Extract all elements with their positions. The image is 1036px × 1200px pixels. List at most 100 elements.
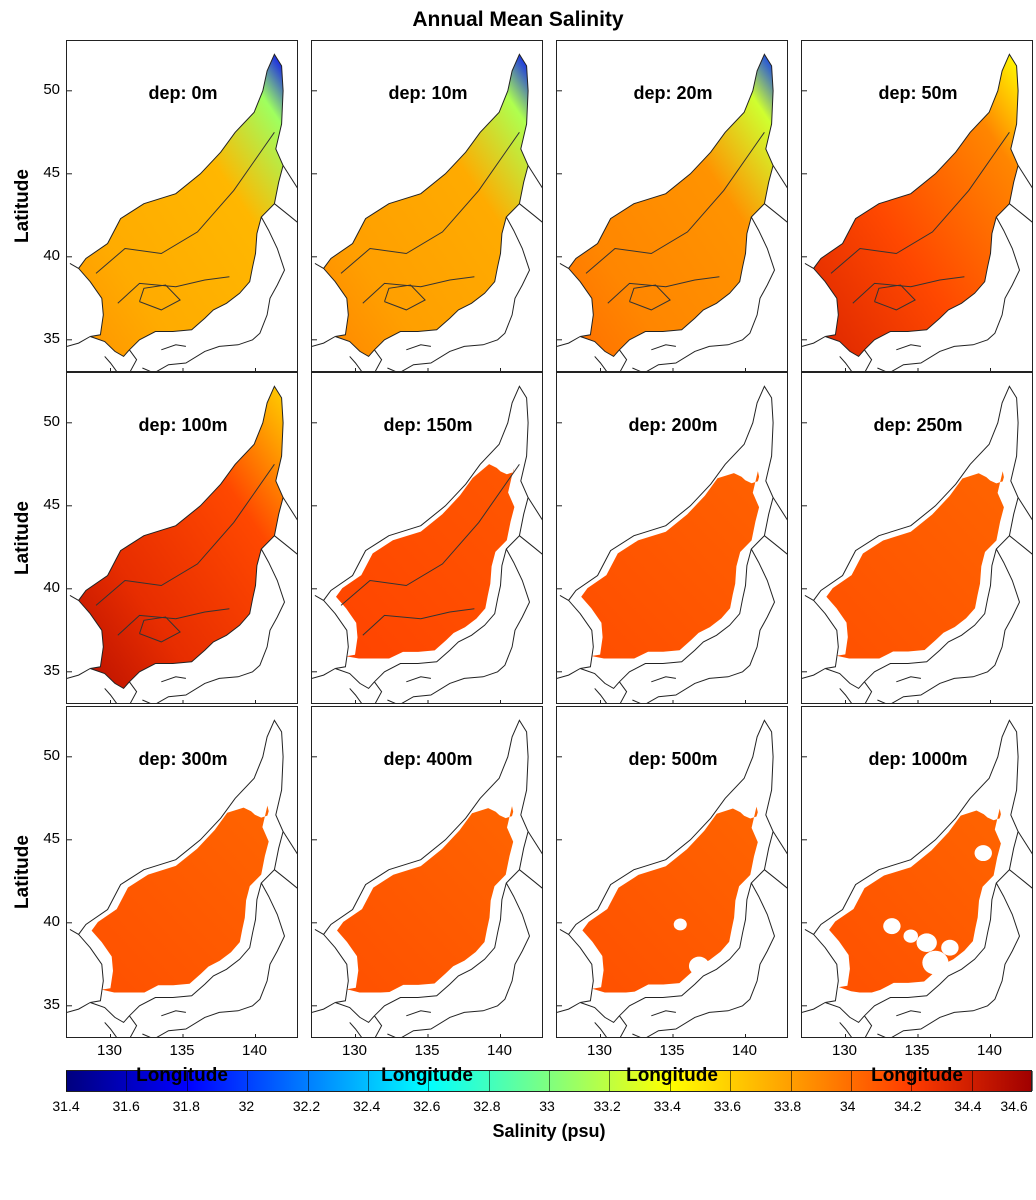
map-panel: dep: 300m [66,706,298,1038]
map-panel: dep: 1000m [801,706,1033,1038]
y-tick-label: 35 [43,995,60,1013]
coastline [312,668,336,679]
coastline [804,262,814,269]
contour-line [95,464,275,606]
coastline [282,165,297,189]
contour-line [340,464,520,606]
map-panel: dep: 400m [311,706,543,1038]
coastline [772,831,787,855]
x-tick-label: 130 [586,1042,613,1059]
contour-line [117,608,230,636]
coastline [896,1010,921,1017]
coastline [282,831,297,855]
depth-label: dep: 100m [138,415,228,435]
coastline [142,882,286,1037]
coastline [557,668,581,679]
colorbar-divider [911,1071,913,1091]
x-tick-label: 135 [904,1042,930,1059]
colorbar [66,1070,1033,1092]
colorbar-tick-label: 33.8 [773,1098,802,1114]
map-svg [312,385,542,703]
contour-line [362,608,475,636]
coastline [764,869,787,889]
map-svg [67,53,297,371]
colorbar-tick-label: 32.6 [413,1098,441,1114]
coastline [804,594,814,601]
coastline [527,831,542,855]
depth-label: dep: 400m [383,749,473,769]
coastline [1009,535,1032,555]
coastline [322,53,529,358]
colorbar-tick-label: 33.2 [593,1098,621,1114]
colorbar-divider [126,1071,128,1091]
colorbar-tick-label: 34.4 [954,1098,982,1114]
coastline [349,349,383,371]
missing-data-patch [883,918,901,935]
salinity-field [323,54,529,357]
map-panel: dep: 10m [311,40,543,372]
map-panel: dep: 200m [556,372,788,704]
y-tick-label: 40 [43,912,60,930]
colorbar-tick-label: 31.4 [52,1098,80,1114]
coastline [104,1015,138,1037]
salinity-field [829,808,1001,993]
coastline [594,681,628,703]
depth-label: dep: 50m [878,83,958,103]
missing-data-patch [903,929,918,943]
colorbar-divider [971,1071,973,1091]
colorbar-divider [669,1071,671,1091]
coastline [104,681,138,703]
depth-label: dep: 0m [148,83,218,103]
colorbar-label: Salinity (psu) [492,1121,606,1141]
coastline [312,1002,336,1013]
contour-line [139,616,181,643]
salinity-field [78,54,284,357]
colorbar-tick-label: 34 [839,1098,856,1114]
coastline [1017,165,1032,189]
missing-data-patch [922,950,949,975]
coastline [322,385,529,690]
salinity-field [78,386,284,689]
coastline [161,344,186,351]
coastline [77,385,284,690]
map-panel: dep: 20m [556,40,788,372]
colorbar-divider [790,1071,792,1091]
coastline [802,336,826,347]
colorbar-divider [428,1071,430,1091]
coastline [387,882,531,1037]
coastline [1017,497,1032,521]
coastline [406,344,431,351]
coastline [594,349,628,371]
y-tick-label: 40 [43,578,60,596]
contour-line [384,284,426,311]
colorbar-tick-label: 32.2 [292,1098,321,1114]
coastline [557,336,581,347]
coastline [519,203,542,223]
missing-data-patch [916,933,937,953]
coastline [802,1002,826,1013]
map-panel: dep: 100m [66,372,298,704]
coastline [519,535,542,555]
coastline [651,1010,676,1017]
depth-label: dep: 250m [873,415,963,435]
coastline [559,262,569,269]
coastline [142,548,286,703]
coastline [274,203,297,223]
colorbar-divider [549,1071,550,1091]
colorbar-divider [488,1071,490,1091]
colorbar-tick-label: 32.8 [473,1098,501,1114]
coastline [804,928,814,935]
colorbar-tick-label: 33.4 [653,1098,681,1114]
coastline [161,1010,186,1017]
coastline [557,1002,581,1013]
map-svg [802,385,1032,703]
map-panel: dep: 500m [556,706,788,1038]
map-svg [557,385,787,703]
x-tick-label: 135 [169,1042,195,1059]
colorbar-divider [609,1071,611,1091]
coastline [559,594,569,601]
coastline [314,928,324,935]
chart-title: Annual Mean Salinity [412,8,624,31]
coastline [772,165,787,189]
coastline [314,262,324,269]
